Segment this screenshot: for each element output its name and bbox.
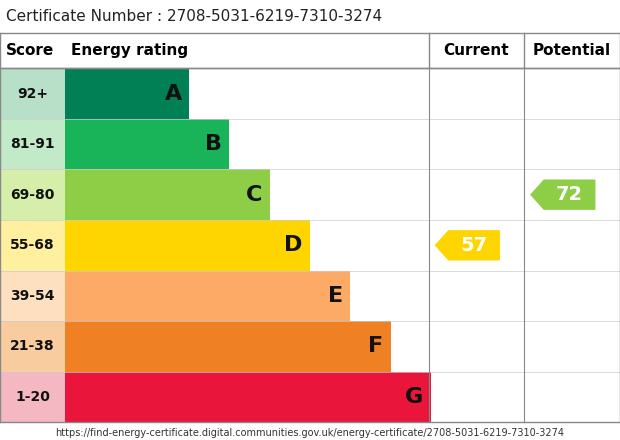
Polygon shape bbox=[530, 180, 595, 210]
Text: 72: 72 bbox=[556, 185, 583, 204]
Text: 21-38: 21-38 bbox=[11, 340, 55, 353]
Bar bbox=[0, 68, 65, 119]
Bar bbox=[0, 119, 65, 169]
Text: 81-91: 81-91 bbox=[11, 137, 55, 151]
Polygon shape bbox=[435, 230, 500, 260]
Text: E: E bbox=[328, 286, 343, 306]
Bar bbox=[65, 220, 310, 271]
Text: D: D bbox=[284, 235, 303, 255]
Text: 69-80: 69-80 bbox=[11, 188, 55, 202]
Text: Potential: Potential bbox=[533, 43, 611, 58]
Text: 57: 57 bbox=[461, 236, 488, 255]
Text: C: C bbox=[246, 185, 262, 205]
Bar bbox=[0, 169, 65, 220]
Text: Score: Score bbox=[6, 43, 55, 58]
Bar bbox=[65, 119, 229, 169]
Text: 55-68: 55-68 bbox=[11, 238, 55, 252]
Text: F: F bbox=[368, 337, 383, 356]
Text: 92+: 92+ bbox=[17, 87, 48, 100]
Text: 1-20: 1-20 bbox=[15, 390, 50, 404]
Text: G: G bbox=[405, 387, 423, 407]
Text: Certificate Number : 2708-5031-6219-7310-3274: Certificate Number : 2708-5031-6219-7310… bbox=[6, 9, 383, 24]
Text: B: B bbox=[205, 134, 222, 154]
Bar bbox=[0, 321, 65, 372]
Bar bbox=[65, 169, 270, 220]
Bar bbox=[0, 372, 65, 422]
Text: Energy rating: Energy rating bbox=[71, 43, 188, 58]
Bar bbox=[65, 68, 189, 119]
Bar bbox=[65, 271, 350, 321]
Bar bbox=[0, 220, 65, 271]
Text: 39-54: 39-54 bbox=[11, 289, 55, 303]
Text: A: A bbox=[164, 84, 182, 103]
Text: Current: Current bbox=[444, 43, 509, 58]
Bar bbox=[65, 321, 391, 372]
Bar bbox=[0, 271, 65, 321]
Text: https://find-energy-certificate.digital.communities.gov.uk/energy-certificate/27: https://find-energy-certificate.digital.… bbox=[56, 428, 564, 438]
Bar bbox=[65, 372, 431, 422]
